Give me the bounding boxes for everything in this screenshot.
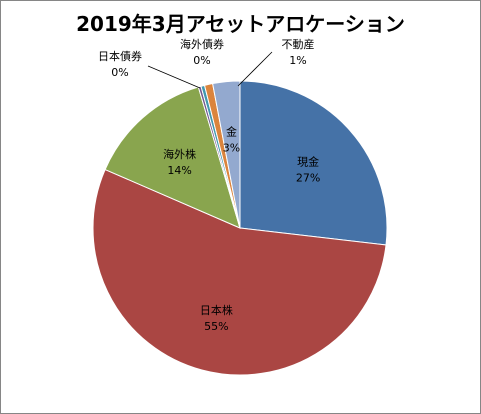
slice-5-percent: 1%: [289, 54, 306, 67]
slice-0-percent: 27%: [296, 171, 320, 184]
slice-3-leader-line: [147, 65, 201, 89]
slice-5-label: 不動産: [282, 37, 315, 51]
slice-3-percent: 0%: [111, 66, 128, 79]
slice-0-wedge: [239, 80, 388, 246]
slice-6-percent: 3%: [223, 141, 240, 154]
slice-6-label: 金: [226, 124, 237, 138]
slice-2-percent: 14%: [167, 164, 191, 177]
slice-6-wedge: [212, 80, 241, 229]
slice-5-leader-line: [237, 51, 273, 87]
slice-4-label: 海外債券: [180, 37, 224, 51]
slice-2-label: 海外株: [163, 147, 196, 161]
slice-3-label: 日本債券: [98, 49, 142, 63]
slice-4-percent: 0%: [193, 54, 210, 67]
slice-2-wedge: [104, 86, 241, 229]
slice-1-label: 日本株: [200, 303, 233, 317]
slice-1-wedge: [92, 168, 387, 376]
slice-1-percent: 55%: [204, 320, 228, 333]
slice-0-label: 現金: [297, 154, 319, 168]
chart-title: 2019年3月アセットアロケーション: [76, 12, 405, 36]
